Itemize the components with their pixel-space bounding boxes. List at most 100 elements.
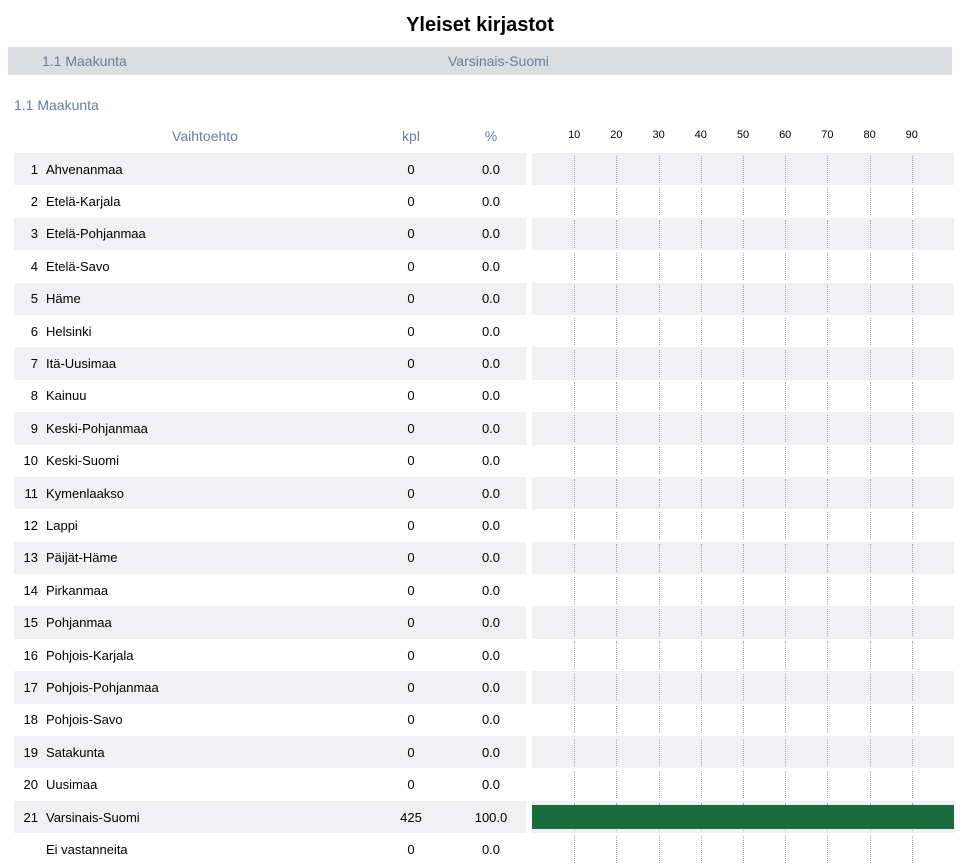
cell-count: 0 [366, 680, 456, 695]
gridline [659, 447, 660, 474]
cell-percent: 0.0 [456, 259, 526, 274]
gridline [827, 609, 828, 636]
cell-num: 1 [14, 162, 44, 177]
cell-num: 6 [14, 324, 44, 339]
cell-label: Kymenlaakso [44, 486, 366, 501]
gridline [827, 285, 828, 312]
gridline [616, 220, 617, 247]
gridline [659, 609, 660, 636]
table-row: 19Satakunta00.0 [14, 736, 526, 768]
gridline [574, 641, 575, 668]
gridline [659, 836, 660, 863]
gridline [574, 447, 575, 474]
table-row: 9Keski-Pohjanmaa00.0 [14, 412, 526, 444]
gridline [870, 156, 871, 183]
cell-count: 0 [366, 291, 456, 306]
gridline [827, 836, 828, 863]
cell-num: 11 [14, 486, 44, 501]
gridline [659, 674, 660, 701]
gridline [616, 382, 617, 409]
cell-num: 20 [14, 777, 44, 792]
cell-label: Päijät-Häme [44, 550, 366, 565]
cell-label: Keski-Suomi [44, 453, 366, 468]
table-row: Ei vastanneita00.0 [14, 833, 526, 865]
gridline [574, 674, 575, 701]
cell-label: Satakunta [44, 745, 366, 760]
gridline [659, 188, 660, 215]
gridline [574, 318, 575, 345]
table-row: 11Kymenlaakso00.0 [14, 477, 526, 509]
cell-label: Itä-Uusimaa [44, 356, 366, 371]
gridline [616, 318, 617, 345]
cell-count: 0 [366, 648, 456, 663]
gridline [574, 479, 575, 506]
gridline [574, 577, 575, 604]
table-header-row: Vaihtoehto kpl % [14, 119, 526, 153]
gridline [785, 318, 786, 345]
axis-tick: 10 [568, 129, 580, 141]
gridline [785, 447, 786, 474]
gridline [785, 479, 786, 506]
gridline [785, 415, 786, 442]
cell-percent: 0.0 [456, 453, 526, 468]
gridline [827, 771, 828, 798]
gridline [912, 674, 913, 701]
gridline [616, 415, 617, 442]
cell-percent: 0.0 [456, 356, 526, 371]
gridline [616, 739, 617, 766]
gridline [701, 285, 702, 312]
cell-label: Pirkanmaa [44, 583, 366, 598]
gridline [659, 739, 660, 766]
gridline [574, 771, 575, 798]
gridline [870, 771, 871, 798]
chart-row [532, 509, 954, 541]
gridline [701, 609, 702, 636]
cell-label: Pohjois-Savo [44, 712, 366, 727]
gridline [659, 415, 660, 442]
cell-percent: 0.0 [456, 518, 526, 533]
chart-row [532, 153, 954, 185]
gridline [870, 609, 871, 636]
cell-percent: 0.0 [456, 194, 526, 209]
cell-count: 0 [366, 615, 456, 630]
gridline [659, 156, 660, 183]
gridline [574, 609, 575, 636]
gridline [659, 577, 660, 604]
gridline [870, 739, 871, 766]
gridline [574, 706, 575, 733]
gridline [912, 318, 913, 345]
gridline [912, 382, 913, 409]
gridline [870, 415, 871, 442]
gridline [912, 415, 913, 442]
header-label: 1.1 Maakunta [8, 53, 448, 69]
chart-row [532, 218, 954, 250]
gridline [616, 285, 617, 312]
gridline [912, 350, 913, 377]
gridline [701, 382, 702, 409]
cell-label: Ei vastanneita [44, 842, 366, 857]
gridline [785, 836, 786, 863]
cell-percent: 0.0 [456, 162, 526, 177]
cell-label: Uusimaa [44, 777, 366, 792]
gridline [827, 512, 828, 539]
gridline [616, 253, 617, 280]
gridline [574, 382, 575, 409]
cell-percent: 0.0 [456, 291, 526, 306]
chart-row [532, 477, 954, 509]
gridline [616, 641, 617, 668]
table-row: 20Uusimaa00.0 [14, 768, 526, 800]
gridline [743, 479, 744, 506]
table-row: 12Lappi00.0 [14, 509, 526, 541]
cell-count: 0 [366, 194, 456, 209]
gridline [659, 318, 660, 345]
chart-row [532, 542, 954, 574]
col-count-header: kpl [366, 128, 456, 144]
table-row: 17Pohjois-Pohjanmaa00.0 [14, 671, 526, 703]
cell-percent: 0.0 [456, 615, 526, 630]
gridline [743, 156, 744, 183]
gridline [785, 512, 786, 539]
cell-count: 0 [366, 486, 456, 501]
cell-count: 0 [366, 421, 456, 436]
gridline [827, 350, 828, 377]
gridline [912, 253, 913, 280]
